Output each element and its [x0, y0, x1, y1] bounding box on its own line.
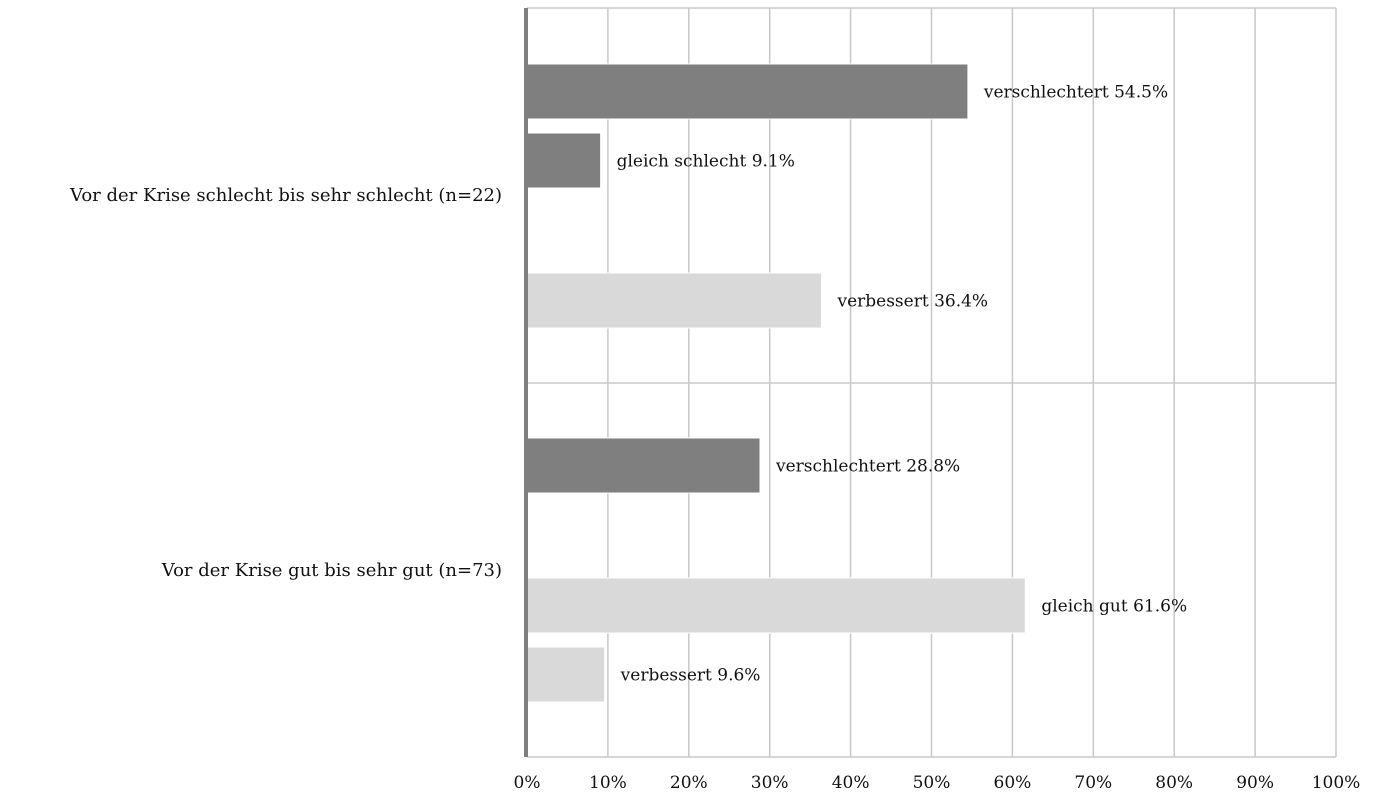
bar	[526, 646, 606, 703]
bars	[526, 63, 1026, 703]
x-tick-label: 40%	[832, 773, 870, 793]
bar	[526, 272, 822, 329]
bar	[526, 63, 969, 120]
x-tick-label: 60%	[994, 773, 1032, 793]
gridlines	[526, 7, 1337, 758]
x-tick-label: 90%	[1236, 773, 1274, 793]
bar-data-label: verbessert 9.6%	[620, 666, 761, 686]
x-tick-label: 70%	[1074, 773, 1112, 793]
x-tick-label: 0%	[514, 773, 541, 793]
x-tick-label: 20%	[670, 773, 708, 793]
x-tick-label: 10%	[589, 773, 627, 793]
bar-data-label: verschlechtert 54.5%	[983, 83, 1168, 103]
category-label: Vor der Krise schlecht bis sehr schlecht…	[69, 185, 502, 206]
bar	[526, 577, 1026, 634]
category-label: Vor der Krise gut bis sehr gut (n=73)	[161, 560, 502, 581]
bar	[526, 132, 602, 189]
x-tick-label: 50%	[913, 773, 951, 793]
axes: 0% 10% 20% 30% 40% 50% 60% 70% 80% 90% 100%	[514, 8, 1361, 793]
x-tick-label: 100%	[1312, 773, 1361, 793]
bar-data-label: gleich gut 61.6%	[1041, 597, 1187, 617]
bar-data-label: verschlechtert 28.8%	[775, 457, 960, 477]
bar	[526, 437, 761, 494]
bar-data-label: verbessert 36.4%	[836, 292, 988, 312]
bar-data-label: gleich schlecht 9.1%	[617, 152, 795, 172]
x-tick-label: 80%	[1155, 773, 1193, 793]
bar-labels: verschlechtert 54.5% gleich schlecht 9.1%…	[69, 83, 1187, 686]
x-tick-label: 30%	[751, 773, 789, 793]
